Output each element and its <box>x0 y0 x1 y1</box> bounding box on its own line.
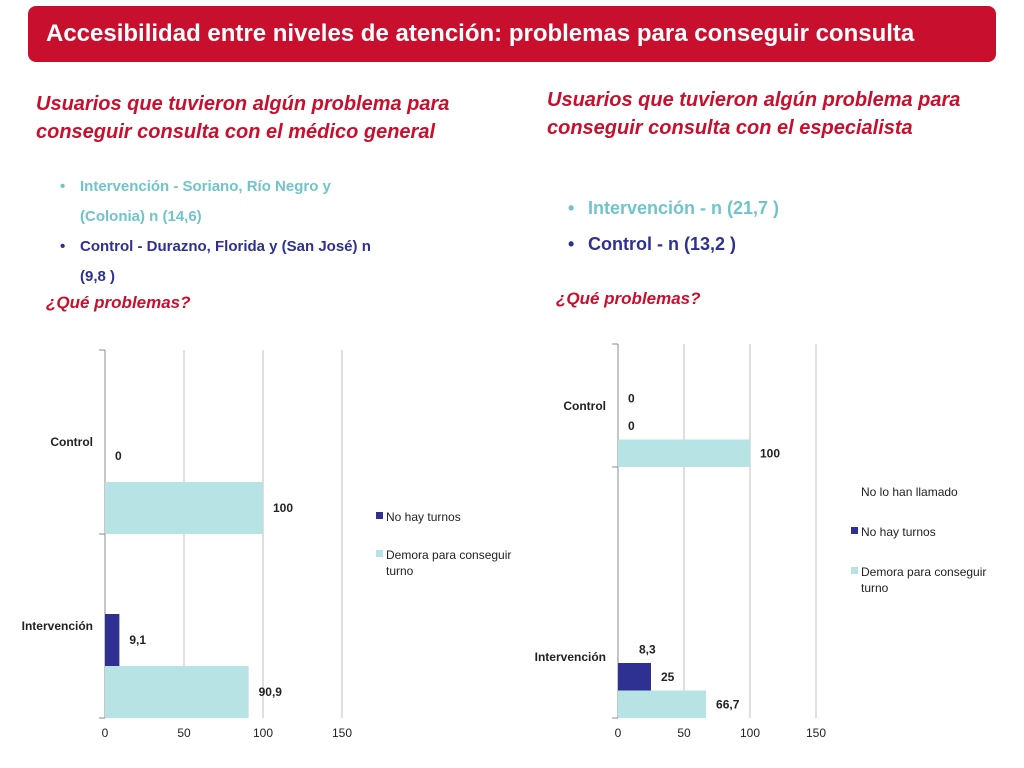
right-heading: Usuarios que tuvieron algún problema par… <box>547 89 961 139</box>
data-label-demora-para-conseguir-turno-control: 100 <box>760 446 780 460</box>
chart-left: 0 50 100 150 Control 0 100 Intervención 9,1 90,9 N… <box>22 349 511 740</box>
legend-swatch-no-hay-turnos <box>376 512 383 519</box>
legend-label-demora-para-conseguir-turno: Demora para conseguir turno <box>386 548 511 578</box>
x-tick-label: 100 <box>253 726 273 740</box>
category-label-intervencion: Intervención <box>22 619 93 633</box>
left-bullet-intervencion: Intervención - Soriano, Río Negro y (Col… <box>60 172 400 232</box>
left-question: ¿Qué problemas? <box>46 293 191 312</box>
legend-swatch-no-hay-turnos <box>851 527 858 534</box>
data-label-demora-para-conseguir-turno-intervencion: 90,9 <box>259 685 283 699</box>
title-bar: Accesibilidad entre niveles de atención:… <box>28 6 996 62</box>
data-label-no-lo-han-llamado-control: 0 <box>628 391 635 405</box>
data-label-demora-para-conseguir-turno-intervencion: 66,7 <box>716 697 740 711</box>
bar-no-hay-turnos-intervencion <box>618 663 651 691</box>
legend-swatch-demora-para-conseguir-turno <box>376 550 383 557</box>
category-label-control: Control <box>50 435 93 449</box>
chart-right: 0 50 100 150 Control 0 0 100 Intervención 8,3 25 66… <box>535 343 986 740</box>
legend-label-no-lo-han-llamado: No lo han llamado <box>861 485 958 499</box>
left-heading: Usuarios que tuvieron algún problema par… <box>36 93 450 143</box>
right-bullet-control: Control - n (13,2 ) <box>568 226 988 262</box>
bar-demora-para-conseguir-turno-intervencion <box>618 690 707 718</box>
data-label-no-hay-turnos-control: 0 <box>115 449 122 463</box>
legend-label-no-hay-turnos: No hay turnos <box>386 510 461 524</box>
bar-demora-para-conseguir-turno-control <box>618 439 750 467</box>
legend-swatch-demora-para-conseguir-turno <box>851 567 858 574</box>
x-tick-label: 0 <box>615 726 622 740</box>
left-bullet-list: Intervención - Soriano, Río Negro y (Col… <box>60 172 400 292</box>
x-tick-label: 150 <box>332 726 352 740</box>
x-tick-label: 50 <box>677 726 691 740</box>
data-label-no-hay-turnos-intervencion: 25 <box>661 670 675 684</box>
x-tick-label: 150 <box>806 726 826 740</box>
bar-no-hay-turnos-intervencion <box>105 614 120 666</box>
bar-demora-para-conseguir-turno-control <box>105 482 263 534</box>
legend-label-no-hay-turnos: No hay turnos <box>861 525 936 539</box>
data-label-no-lo-han-llamado-intervencion: 8,3 <box>639 642 656 656</box>
legend-label-demora-para-conseguir-turno: Demora para conseguir turno <box>861 565 986 595</box>
right-bullet-list: Intervención - n (21,7 ) Control - n (13… <box>568 190 988 262</box>
page-title: Accesibilidad entre niveles de atención:… <box>46 20 915 47</box>
x-tick-label: 50 <box>177 726 191 740</box>
data-label-demora-para-conseguir-turno-control: 100 <box>273 501 293 515</box>
x-tick-label: 100 <box>740 726 760 740</box>
bar-demora-para-conseguir-turno-intervencion <box>105 666 249 718</box>
category-label-intervencion: Intervención <box>535 650 606 664</box>
right-question: ¿Qué problemas? <box>556 289 701 308</box>
right-bullet-intervencion: Intervención - n (21,7 ) <box>568 190 988 226</box>
x-tick-label: 0 <box>102 726 109 740</box>
category-label-control: Control <box>563 399 606 413</box>
data-label-no-hay-turnos-control: 0 <box>628 419 635 433</box>
data-label-no-hay-turnos-intervencion: 9,1 <box>129 633 146 647</box>
left-bullet-control: Control - Durazno, Florida y (San José) … <box>60 232 400 292</box>
